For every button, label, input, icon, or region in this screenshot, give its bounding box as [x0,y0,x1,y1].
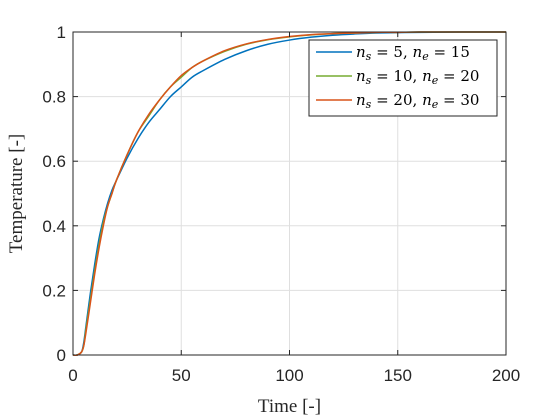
legend-entry-2: ns = 10, ne = 20 [356,67,479,87]
x-tick-label: 150 [384,366,412,385]
legend-entry-part: = 30 [438,91,479,109]
legend-entry-part: = 15 [429,43,470,61]
legend-entry-part: n [422,67,432,85]
legend-entry-part: n [356,67,366,85]
series-line-3 [72,31,506,356]
legend-entry-part: s [366,98,372,111]
legend-entry-part: e [432,74,439,87]
y-axis-label: Temperature [-] [6,134,27,253]
y-tick-label: 0 [57,346,66,365]
legend-entry-part: e [432,98,439,111]
x-tick-label: 0 [68,366,77,385]
legend-entry-part: n [356,91,366,109]
series-layer [72,31,507,356]
legend-entry-part: n [413,43,423,61]
y-tick-label: 0.2 [42,281,66,300]
y-tick-label: 0.4 [42,217,66,236]
legend-entry-part: = 20 [438,67,479,85]
legend-entry-part: s [366,50,372,63]
x-axis-label: Time [-] [258,396,321,417]
legend-entry-1: ns = 5, ne = 15 [356,43,470,63]
legend-entry-part: = 20, [371,91,422,109]
y-tick-label: 0.8 [42,88,66,107]
y-tick-label: 0.6 [42,152,66,171]
x-tick-label: 100 [275,366,303,385]
legend-entry-part: n [356,43,366,61]
legend-entry-part: e [422,50,429,63]
legend-entry-3: ns = 20, ne = 30 [356,91,479,111]
legend-entry-part: = 5, [371,43,412,61]
legend-entry-part: = 10, [371,67,422,85]
legend-entry-part: n [422,91,432,109]
x-tick-label: 50 [172,366,191,385]
legend-entry-part: s [366,74,372,87]
axis-ticks: 0 50 100 150 200 0 0.2 0.4 0.6 0.8 1 [42,23,520,385]
y-tick-label: 1 [57,23,66,42]
series-line-1 [72,31,507,356]
x-tick-label: 200 [492,366,520,385]
